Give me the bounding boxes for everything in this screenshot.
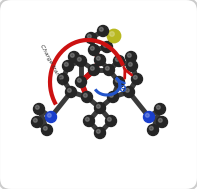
- Circle shape: [84, 115, 95, 126]
- Circle shape: [103, 43, 107, 47]
- Circle shape: [90, 66, 94, 70]
- Circle shape: [150, 126, 153, 130]
- Circle shape: [77, 78, 81, 82]
- Circle shape: [85, 117, 89, 121]
- Circle shape: [158, 119, 162, 122]
- Circle shape: [70, 53, 74, 57]
- Circle shape: [64, 62, 68, 66]
- Circle shape: [127, 53, 131, 57]
- Circle shape: [95, 102, 106, 114]
- Circle shape: [43, 126, 47, 130]
- Circle shape: [148, 125, 159, 136]
- Circle shape: [65, 87, 76, 98]
- Circle shape: [96, 129, 100, 133]
- Circle shape: [47, 113, 51, 117]
- Circle shape: [87, 34, 91, 38]
- Circle shape: [98, 26, 109, 36]
- Circle shape: [115, 57, 119, 61]
- Circle shape: [46, 112, 57, 122]
- Circle shape: [125, 88, 129, 92]
- Circle shape: [133, 75, 137, 79]
- Text: Θ: Θ: [118, 85, 126, 94]
- Circle shape: [67, 88, 71, 92]
- Circle shape: [143, 112, 154, 122]
- Circle shape: [95, 128, 106, 139]
- Circle shape: [113, 77, 125, 88]
- Circle shape: [58, 74, 69, 84]
- Circle shape: [107, 117, 111, 121]
- Circle shape: [96, 105, 100, 108]
- Circle shape: [126, 60, 138, 71]
- Circle shape: [124, 87, 135, 98]
- Circle shape: [113, 56, 125, 67]
- Circle shape: [77, 57, 81, 61]
- Circle shape: [33, 119, 37, 122]
- Circle shape: [83, 93, 87, 97]
- Circle shape: [85, 33, 97, 43]
- Circle shape: [35, 105, 39, 109]
- Circle shape: [75, 77, 86, 88]
- Circle shape: [145, 113, 149, 117]
- Circle shape: [110, 32, 114, 36]
- Circle shape: [109, 93, 113, 97]
- Circle shape: [108, 91, 119, 102]
- Circle shape: [62, 60, 73, 71]
- Circle shape: [90, 46, 94, 50]
- Circle shape: [96, 57, 100, 60]
- Circle shape: [95, 54, 106, 66]
- Circle shape: [106, 115, 116, 126]
- Circle shape: [125, 51, 137, 63]
- Circle shape: [115, 78, 119, 82]
- Circle shape: [105, 66, 109, 70]
- Circle shape: [132, 74, 142, 84]
- Text: Charge transfer: Charge transfer: [39, 43, 65, 87]
- Circle shape: [156, 105, 160, 109]
- Circle shape: [101, 42, 112, 53]
- Circle shape: [82, 91, 93, 102]
- Circle shape: [33, 104, 45, 115]
- Circle shape: [154, 104, 165, 115]
- Circle shape: [107, 29, 121, 43]
- Circle shape: [75, 56, 86, 67]
- Circle shape: [103, 64, 114, 75]
- Circle shape: [99, 27, 103, 31]
- Circle shape: [42, 125, 52, 136]
- Circle shape: [59, 75, 63, 79]
- Circle shape: [128, 62, 132, 66]
- Circle shape: [156, 116, 167, 128]
- Circle shape: [88, 44, 99, 56]
- Circle shape: [88, 64, 99, 75]
- Circle shape: [32, 116, 43, 128]
- Circle shape: [69, 51, 80, 63]
